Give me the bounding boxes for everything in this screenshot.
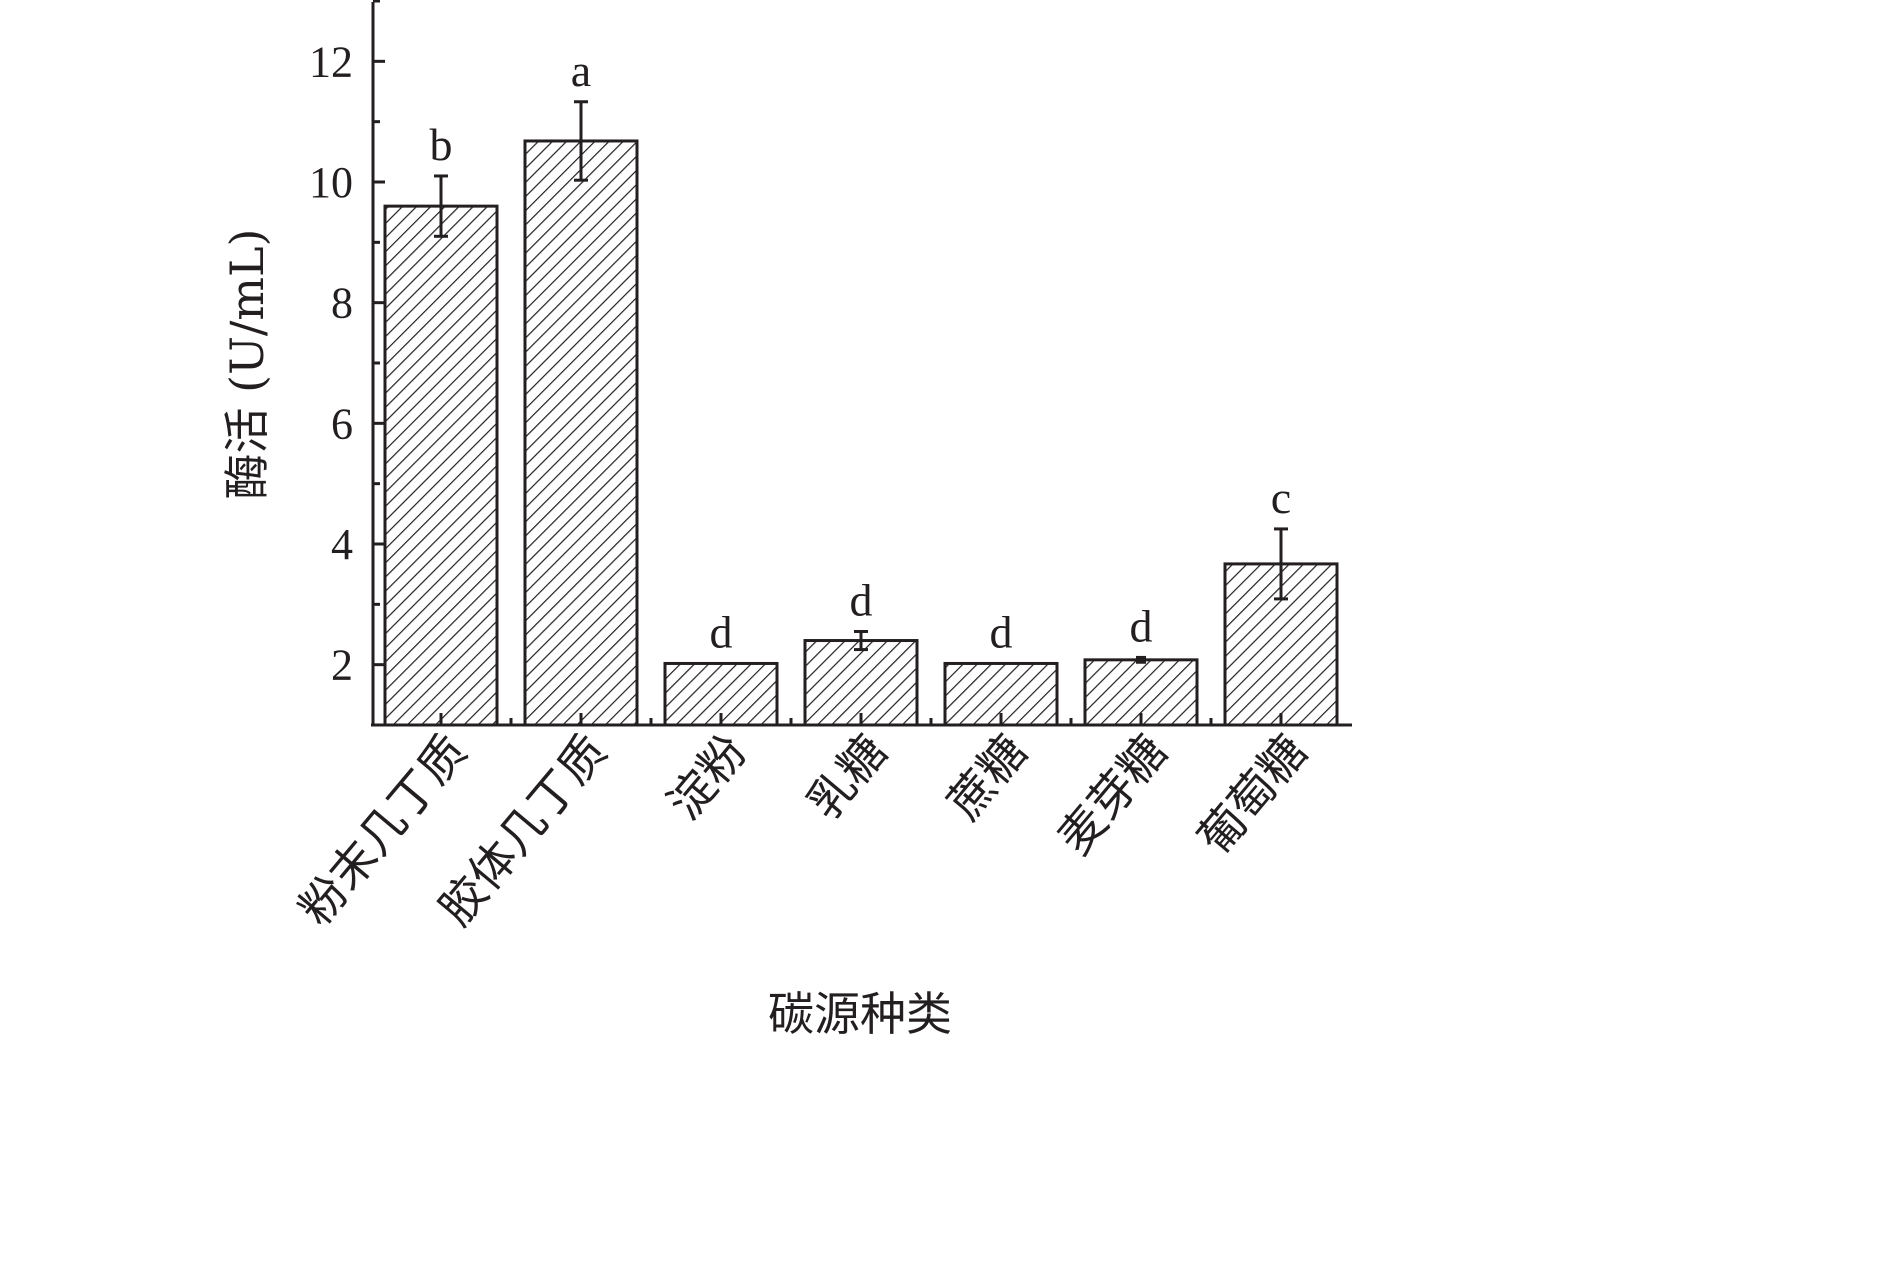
y-ticks-layer: 2 4 6 8 10 12 [309,0,385,727]
x-category-label: 乳糖 [797,724,898,829]
x-category-label: 葡萄糖 [1187,724,1317,864]
significance-label: d [850,574,873,625]
bar [523,139,639,727]
x-category-label: 蔗糖 [937,724,1038,829]
x-axis-title: 碳源种类 [768,987,952,1041]
y-tick-label: 12 [309,37,353,86]
significance-label: c [1271,472,1291,523]
significance-labels-layer: b a d d d d c [430,45,1292,658]
bar [803,639,919,727]
y-tick-label: 8 [331,279,353,328]
error-bars-layer [434,100,1288,664]
significance-label: d [710,606,733,657]
y-tick-label: 2 [331,641,353,690]
significance-label: a [571,45,591,96]
y-axis-title: 酶活 (U/mL) [220,229,274,500]
x-category-label: 淀粉 [657,724,758,829]
y-tick-label: 6 [331,399,353,448]
y-tick-label: 4 [331,520,353,569]
significance-label: d [990,606,1013,657]
y-tick-label: 10 [309,158,353,207]
bars-layer [383,139,1339,727]
significance-label: d [1130,600,1153,651]
error-bar [1136,655,1146,664]
error-bar [434,174,448,238]
error-bar [1274,527,1288,601]
x-category-label: 麦芽糖 [1047,724,1177,864]
error-bar [574,100,588,182]
x-ticks-layer [439,713,1283,725]
error-bar [854,629,868,652]
bar [383,204,499,727]
significance-label: b [430,119,453,170]
